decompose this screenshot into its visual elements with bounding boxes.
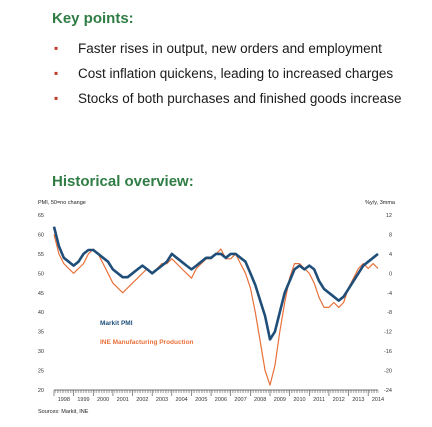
legend-pmi: Markit PMI <box>100 320 133 327</box>
right-tick-label: 0 <box>389 271 392 277</box>
x-tick-label: 2000 <box>97 397 109 403</box>
left-tick-label: 35 <box>38 330 44 336</box>
bullet-icon: ▪ <box>54 41 59 55</box>
left-tick-label: 40 <box>38 310 44 316</box>
right-tick-label: -12 <box>384 330 392 336</box>
right-tick-label: -4 <box>387 291 392 297</box>
x-tick-label: 2007 <box>234 397 246 403</box>
bullet-icon: ▪ <box>54 91 59 105</box>
x-tick-label: 1998 <box>58 397 70 403</box>
x-tick-label: 2008 <box>254 397 266 403</box>
x-tick-label: 2010 <box>293 397 305 403</box>
left-axis-ticks: 65 60 55 50 45 40 35 30 25 20 <box>38 213 44 394</box>
x-tick-label: 2006 <box>215 397 227 403</box>
left-tick-label: 65 <box>38 213 44 219</box>
x-tick-label: 2005 <box>195 397 207 403</box>
key-point-item: ▪ Faster rises in output, new orders and … <box>52 40 422 57</box>
right-tick-label: -20 <box>384 369 392 375</box>
x-tick-label: 2014 <box>372 397 384 403</box>
right-axis-label: %y/y, 3mma <box>365 200 396 206</box>
x-tick-label: 2012 <box>333 397 345 403</box>
right-tick-label: 4 <box>389 252 392 258</box>
left-tick-label: 45 <box>38 291 44 297</box>
left-axis-label: PMI, 50=no change <box>38 200 86 206</box>
x-tick-label: 2013 <box>352 397 364 403</box>
x-tick-label: 2003 <box>156 397 168 403</box>
x-tick-label: 2001 <box>117 397 129 403</box>
x-tick-label: 2011 <box>313 397 325 403</box>
historical-overview-title: Historical overview: <box>52 173 194 190</box>
right-axis-ticks: 12 8 4 0 -4 -8 -12 -16 -20 -24 <box>384 213 392 394</box>
right-tick-label: -24 <box>384 388 392 394</box>
right-tick-label: 8 <box>389 232 392 238</box>
key-point-text: Cost inflation quickens, leading to incr… <box>78 66 394 81</box>
left-tick-label: 60 <box>38 232 44 238</box>
right-tick-label: 12 <box>386 213 392 219</box>
right-tick-label: -8 <box>387 310 392 316</box>
left-tick-label: 20 <box>38 388 44 394</box>
key-point-item: ▪ Stocks of both purchases and finished g… <box>52 90 422 107</box>
x-axis: 1998 1999 2000 2001 2002 2003 2004 2005 2006 2007… <box>53 389 384 403</box>
key-point-item: ▪ Cost inflation quickens, leading to inc… <box>52 65 422 82</box>
legend-ine: INE Manufacturing Production <box>100 339 194 346</box>
left-tick-label: 25 <box>38 369 44 375</box>
pmi-chart: PMI, 50=no change %y/y, 3mma 65 60 55 50 45 4… <box>38 200 396 415</box>
left-tick-label: 50 <box>38 271 44 277</box>
series-lines <box>52 226 379 386</box>
left-tick-label: 30 <box>38 349 44 355</box>
left-tick-label: 55 <box>38 252 44 258</box>
key-points-list: ▪ Faster rises in output, new orders and … <box>52 40 422 115</box>
key-points-title: Key points: <box>52 10 134 27</box>
right-tick-label: -16 <box>384 349 392 355</box>
markit-pmi-line <box>52 226 379 341</box>
x-tick-label: 2009 <box>274 397 286 403</box>
bullet-icon: ▪ <box>54 66 59 80</box>
key-point-text: Faster rises in output, new orders and e… <box>78 41 382 56</box>
source-note: Sources: Markit, INE <box>38 409 89 415</box>
key-point-text: Stocks of both purchases and finished go… <box>78 91 402 106</box>
x-tick-label: 2002 <box>136 397 148 403</box>
x-tick-label: 2004 <box>176 397 188 403</box>
x-tick-label: 1999 <box>77 397 89 403</box>
